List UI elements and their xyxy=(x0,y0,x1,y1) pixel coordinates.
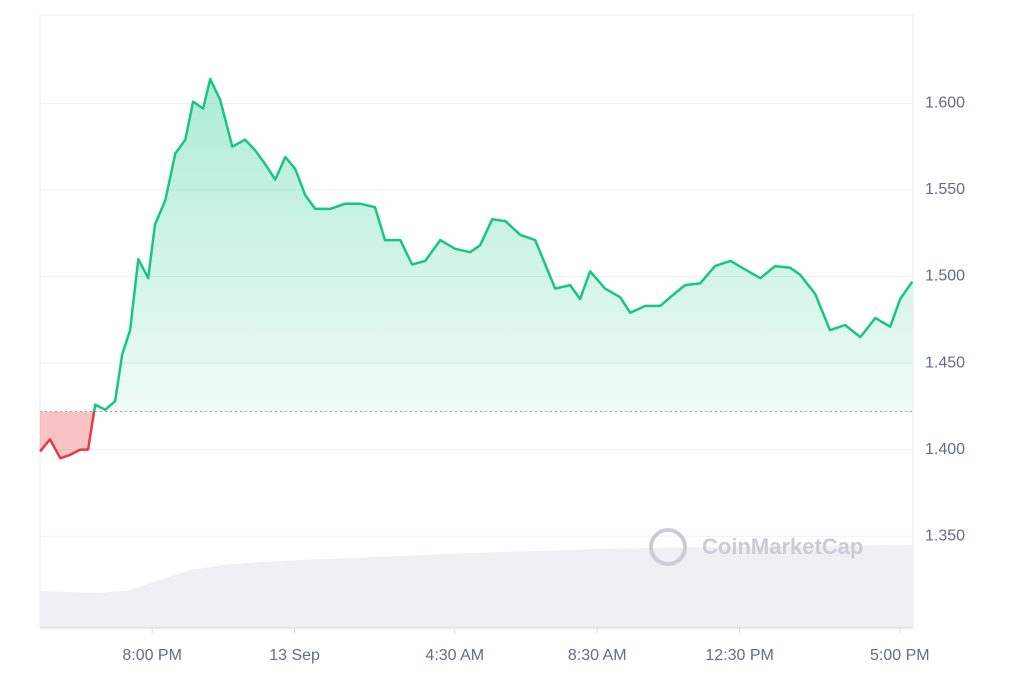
x-tick-label: 13 Sep xyxy=(269,647,320,664)
x-tick-label: 8:30 AM xyxy=(568,647,627,664)
y-tick-label: 1.550 xyxy=(925,181,965,198)
y-tick-label: 1.350 xyxy=(925,527,965,544)
y-tick-label: 1.600 xyxy=(925,95,965,112)
y-tick-label: 1.500 xyxy=(925,268,965,285)
volume-area xyxy=(40,545,913,628)
area-above xyxy=(40,79,913,412)
plot xyxy=(39,77,914,460)
x-tick-label: 4:30 AM xyxy=(425,647,484,664)
price-line xyxy=(92,77,914,412)
x-tick-label: 12:30 PM xyxy=(705,647,773,664)
y-tick-label: 1.400 xyxy=(925,441,965,458)
area-below xyxy=(40,411,95,459)
y-tick-label: 1.450 xyxy=(925,354,965,371)
x-tick-label: 8:00 PM xyxy=(122,647,182,664)
watermark-logo xyxy=(649,528,687,566)
watermark: CoinMarketCap xyxy=(702,534,863,559)
x-tick-label: 5:00 PM xyxy=(870,647,930,664)
